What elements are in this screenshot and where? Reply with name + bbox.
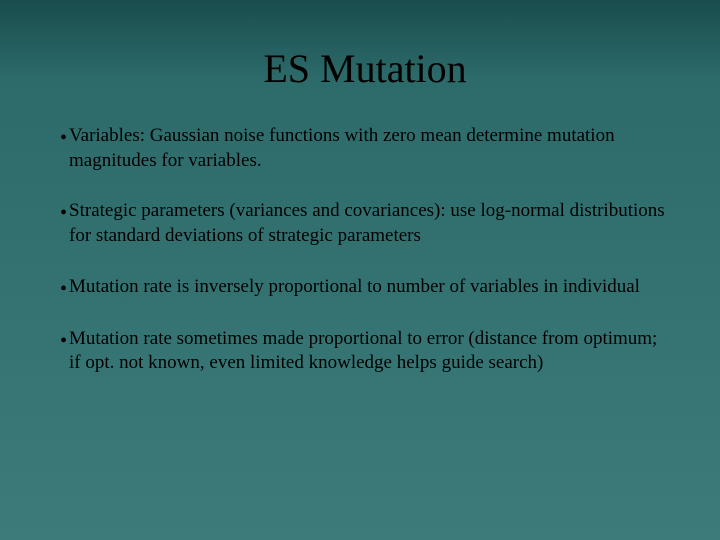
bullet-item: • Mutation rate sometimes made proportio… bbox=[60, 327, 670, 376]
bullet-marker-icon: • bbox=[60, 125, 67, 151]
slide-container: ES Mutation • Variables: Gaussian noise … bbox=[0, 0, 720, 540]
bullet-item: • Variables: Gaussian noise functions wi… bbox=[60, 124, 670, 173]
bullet-marker-icon: • bbox=[60, 276, 67, 302]
bullet-marker-icon: • bbox=[60, 200, 67, 226]
bullet-list: • Variables: Gaussian noise functions wi… bbox=[60, 124, 670, 376]
bullet-marker-icon: • bbox=[60, 328, 67, 354]
bullet-text: Variables: Gaussian noise functions with… bbox=[69, 124, 670, 173]
bullet-text: Strategic parameters (variances and cova… bbox=[69, 199, 670, 248]
slide-title: ES Mutation bbox=[60, 45, 670, 92]
bullet-text: Mutation rate sometimes made proportiona… bbox=[69, 327, 670, 376]
bullet-item: • Strategic parameters (variances and co… bbox=[60, 199, 670, 248]
bullet-text: Mutation rate is inversely proportional … bbox=[69, 275, 670, 300]
bullet-item: • Mutation rate is inversely proportiona… bbox=[60, 275, 670, 301]
